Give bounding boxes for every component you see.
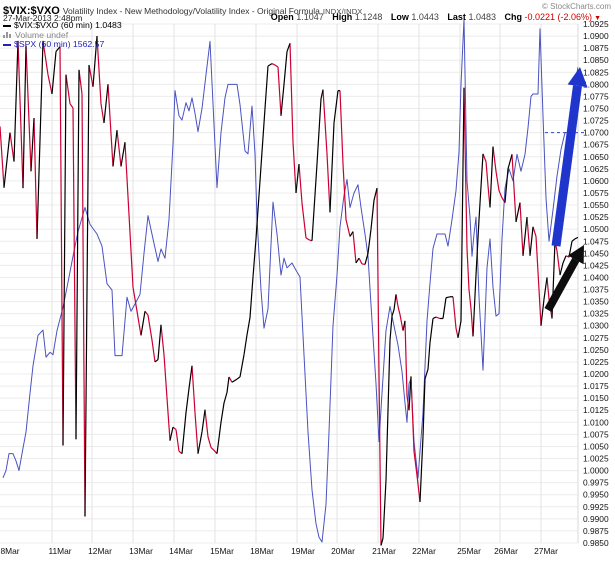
svg-text:0.9875: 0.9875 xyxy=(583,526,609,536)
low-value: 1.0443 xyxy=(411,12,439,22)
svg-text:1.0750: 1.0750 xyxy=(583,103,609,113)
svg-text:1.0100: 1.0100 xyxy=(583,417,609,427)
svg-text:1.0325: 1.0325 xyxy=(583,309,609,319)
svg-text:26Mar: 26Mar xyxy=(494,546,518,556)
axis-labels: 1.0925 1.0900 1.0875 1.0850 1.0825 1.0800 1.07… xyxy=(0,19,609,556)
svg-text:1.0725: 1.0725 xyxy=(583,116,609,126)
svg-text:8Mar: 8Mar xyxy=(0,546,19,556)
svg-text:14Mar: 14Mar xyxy=(169,546,193,556)
copyright: © StockCharts.com xyxy=(541,2,611,11)
svg-text:1.0550: 1.0550 xyxy=(583,200,609,210)
volume-bars-icon xyxy=(3,31,12,41)
open-label: Open xyxy=(270,12,294,22)
exchange-label: INDX/INDX xyxy=(322,7,363,16)
open-value: 1.1047 xyxy=(296,12,324,22)
svg-text:18Mar: 18Mar xyxy=(250,546,274,556)
svg-text:1.0650: 1.0650 xyxy=(583,152,609,162)
svg-text:1.0675: 1.0675 xyxy=(583,140,609,150)
svg-text:1.0625: 1.0625 xyxy=(583,164,609,174)
svg-text:1.0025: 1.0025 xyxy=(583,454,609,464)
svg-text:1.0525: 1.0525 xyxy=(583,212,609,222)
svg-text:0.9950: 0.9950 xyxy=(583,490,609,500)
chg-value: -0.0221 (-2.06%) xyxy=(524,12,593,22)
vix-vxo-line-swatch-icon xyxy=(3,24,11,27)
svg-text:1.0225: 1.0225 xyxy=(583,357,609,367)
svg-text:13Mar: 13Mar xyxy=(129,546,153,556)
svg-text:21Mar: 21Mar xyxy=(372,546,396,556)
svg-text:1.0425: 1.0425 xyxy=(583,260,609,270)
svg-text:1.0450: 1.0450 xyxy=(583,248,609,258)
legend-vix-vxo-label: $VIX:$VXO (60 min) 1.0483 xyxy=(14,20,122,30)
svg-text:1.0800: 1.0800 xyxy=(583,79,609,89)
chg-label: Chg xyxy=(504,12,523,22)
legend-spx: $SPX (60 min) 1562.57 xyxy=(3,39,122,50)
svg-text:1.0875: 1.0875 xyxy=(583,43,609,53)
svg-text:20Mar: 20Mar xyxy=(331,546,355,556)
svg-text:12Mar: 12Mar xyxy=(88,546,112,556)
ohlc-quote-row: Open 1.1047 High 1.1248 Low 1.0443 Last … xyxy=(271,12,601,22)
svg-text:1.0400: 1.0400 xyxy=(583,272,609,282)
legend-volume-label: Volume undef xyxy=(15,29,69,40)
svg-text:22Mar: 22Mar xyxy=(412,546,436,556)
down-triangle-icon: ▼ xyxy=(594,15,601,22)
svg-text:1.0125: 1.0125 xyxy=(583,405,609,415)
blue-up-arrow xyxy=(551,67,588,247)
svg-text:1.0700: 1.0700 xyxy=(583,128,609,138)
svg-text:1.0900: 1.0900 xyxy=(583,31,609,41)
high-value: 1.1248 xyxy=(354,12,383,22)
svg-text:1.0500: 1.0500 xyxy=(583,224,609,234)
spx-line-swatch-icon xyxy=(3,43,11,46)
legend-volume: Volume undef xyxy=(3,29,122,41)
black-up-arrow xyxy=(544,245,584,312)
svg-text:0.9975: 0.9975 xyxy=(583,478,609,488)
svg-text:1.0175: 1.0175 xyxy=(583,381,609,391)
svg-text:1.0250: 1.0250 xyxy=(583,345,609,355)
svg-text:1.0925: 1.0925 xyxy=(583,19,609,29)
svg-text:1.0050: 1.0050 xyxy=(583,441,609,451)
chart-series xyxy=(0,19,578,546)
svg-text:1.0000: 1.0000 xyxy=(583,466,609,476)
low-label: Low xyxy=(390,12,409,22)
high-label: High xyxy=(332,12,353,22)
chart-datetime: 27-Mar-2013 2:48pm xyxy=(3,13,83,23)
last-label: Last xyxy=(447,12,466,22)
svg-text:1.0775: 1.0775 xyxy=(583,91,609,101)
symbol-description: Volatility Index - New Methodology/Volat… xyxy=(62,6,320,16)
svg-text:1.0375: 1.0375 xyxy=(583,285,609,295)
chart-legend: $VIX:$VXO (60 min) 1.0483 Volume undef $… xyxy=(3,20,122,50)
legend-spx-label: $SPX (60 min) 1562.57 xyxy=(14,39,105,49)
svg-text:1.0475: 1.0475 xyxy=(583,236,609,246)
svg-text:0.9850: 0.9850 xyxy=(583,538,609,548)
svg-text:19Mar: 19Mar xyxy=(291,546,315,556)
svg-text:11Mar: 11Mar xyxy=(48,546,71,556)
svg-text:0.9900: 0.9900 xyxy=(583,514,609,524)
svg-text:1.0075: 1.0075 xyxy=(583,429,609,439)
svg-text:1.0350: 1.0350 xyxy=(583,297,609,307)
svg-text:1.0275: 1.0275 xyxy=(583,333,609,343)
svg-text:1.0300: 1.0300 xyxy=(583,321,609,331)
annotations xyxy=(544,67,588,312)
legend-vix-vxo: $VIX:$VXO (60 min) 1.0483 xyxy=(3,20,122,31)
svg-text:1.0575: 1.0575 xyxy=(583,188,609,198)
svg-text:27Mar: 27Mar xyxy=(534,546,558,556)
svg-text:1.0600: 1.0600 xyxy=(583,176,609,186)
svg-text:1.0150: 1.0150 xyxy=(583,393,609,403)
svg-text:25Mar: 25Mar xyxy=(457,546,481,556)
svg-text:1.0825: 1.0825 xyxy=(583,67,609,77)
last-value: 1.0483 xyxy=(468,12,496,22)
chart-title-row: $VIX:$VXO Volatility Index - New Methodol… xyxy=(3,1,363,19)
svg-text:0.9925: 0.9925 xyxy=(583,502,609,512)
svg-text:1.0850: 1.0850 xyxy=(583,55,609,65)
svg-text:1.0200: 1.0200 xyxy=(583,369,609,379)
svg-text:15Mar: 15Mar xyxy=(210,546,234,556)
symbol: $VIX:$VXO xyxy=(3,5,60,17)
